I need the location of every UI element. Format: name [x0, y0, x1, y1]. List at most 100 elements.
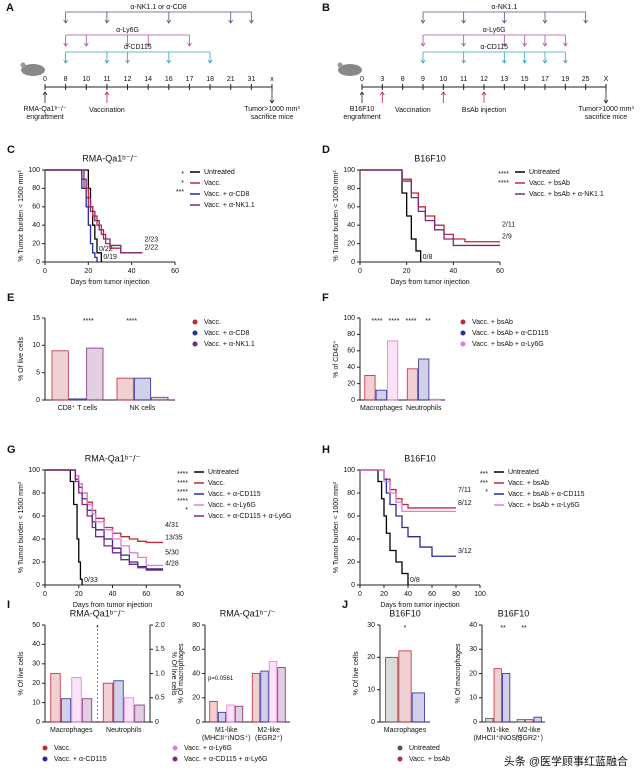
significance: *** [480, 471, 488, 478]
y-tick-label: 50 [32, 622, 40, 629]
legend-label: Vacc. + bsAb [409, 756, 450, 763]
legend-swatch [192, 319, 198, 325]
x-tick-label: 60 [496, 268, 504, 275]
arrow-head [63, 59, 68, 64]
bar [234, 705, 244, 723]
y-tick-label: 0 [351, 582, 355, 589]
legend-label: Untreated [529, 169, 560, 176]
day-label: 21 [227, 76, 235, 83]
panel-label: E [7, 292, 14, 304]
bar [60, 698, 72, 723]
bar [387, 340, 399, 401]
y-tick-label: 10 [32, 342, 40, 349]
y-tick-label: 0 [351, 259, 355, 266]
bar [502, 673, 511, 723]
x-tick-label: 0 [43, 591, 47, 598]
end-label: 7/11 [458, 487, 471, 494]
y-tick-label: 20 [32, 559, 40, 566]
arrow-head [481, 91, 487, 96]
arrow-head [542, 59, 548, 64]
day-label: 17 [541, 76, 549, 83]
day-label: 25 [582, 76, 590, 83]
arrow-head [420, 59, 426, 64]
bar [277, 667, 286, 723]
y-tick-label: 0 [36, 582, 40, 589]
arrow-head [125, 59, 130, 64]
x-tick-label: 40 [109, 591, 117, 598]
end-label: 2/9 [502, 234, 512, 241]
y-tick-label: 20 [347, 559, 355, 566]
treatment-label: α-Ly6G [483, 27, 506, 34]
legend-label: Vacc. + bsAb + α-Ly6G [508, 502, 580, 509]
y-tick-label: 10 [367, 687, 375, 694]
end-label: 13/35 [165, 534, 183, 541]
significance: **** [177, 489, 188, 496]
day-label: 13 [500, 76, 508, 83]
significance: ** [500, 625, 506, 632]
mouse-ear [20, 62, 26, 68]
arrow-head [420, 42, 426, 47]
y-axis-label: % Tumor burden < 1500 mm³ [18, 481, 25, 573]
y-tick-label: 60 [347, 204, 355, 211]
y-axis-label: % Of live cells [353, 651, 360, 695]
legend-label: Vacc. + α-CD115 [208, 491, 261, 498]
arrow-head [380, 91, 385, 96]
arrow-head [522, 59, 527, 64]
bar [86, 347, 104, 401]
day-label: 12 [124, 76, 132, 83]
significance: **** [177, 471, 188, 478]
significance: * [181, 180, 184, 187]
y-tick-label: 5 [36, 370, 40, 377]
category-label: Macrophages [384, 727, 427, 734]
arrow-head [461, 19, 466, 24]
arrow-head [104, 91, 110, 96]
arrow-head [125, 42, 130, 47]
legend-swatch [397, 745, 403, 751]
legend-swatch [172, 745, 178, 751]
arrow-head [42, 91, 48, 96]
bar [133, 377, 152, 401]
legend-label: Vacc. + bsAb + α-Ly6G [472, 341, 544, 348]
legend-swatch [460, 341, 466, 347]
legend-label: Vacc. + bsAb + α-NK1.1 [529, 191, 604, 198]
event-label: Vaccination [89, 107, 125, 114]
arrow-head [583, 19, 588, 24]
bar [485, 717, 494, 723]
y-tick-label: 100 [343, 315, 355, 322]
y-tick-label: 30 [469, 646, 477, 653]
legend-label: Vacc. + α-NK1.1 [204, 341, 255, 348]
day-label: 14 [144, 76, 152, 83]
end-label: 5/30 [165, 549, 179, 556]
y-tick-label: 100 [28, 167, 40, 174]
panel-label: D [322, 144, 330, 156]
end-label: 2/23 [145, 237, 159, 244]
y-tick-label: 40 [347, 364, 355, 371]
day-label: 12 [480, 76, 488, 83]
arrow-head [563, 59, 568, 64]
arrow-head [502, 59, 507, 64]
arrow-head [166, 19, 172, 24]
survival-curve [360, 169, 500, 247]
bar [134, 704, 145, 723]
day-label: 11 [460, 76, 467, 83]
significance: **** [177, 498, 188, 505]
y-tick-label: 40 [347, 222, 355, 229]
significance: **** [389, 318, 400, 325]
y-tick-label: 40 [347, 536, 355, 543]
survival-curve [360, 469, 409, 585]
survival-curve [45, 169, 143, 254]
panel-label: F [322, 292, 329, 304]
bar [493, 668, 502, 723]
legend-label: Vacc. + bsAb [472, 319, 513, 326]
arrow-head [359, 91, 365, 96]
arrow-head [104, 19, 110, 24]
y-tick-label: 10 [32, 699, 40, 706]
panel-label: H [322, 444, 330, 456]
start-label: engraftment [343, 114, 380, 121]
arrow-head [269, 99, 275, 104]
legend-swatch [42, 756, 48, 762]
bar [209, 700, 218, 723]
y-tick-label: 30 [32, 661, 40, 668]
arrow-head [522, 42, 527, 47]
y-tick-label: 0 [36, 397, 40, 404]
